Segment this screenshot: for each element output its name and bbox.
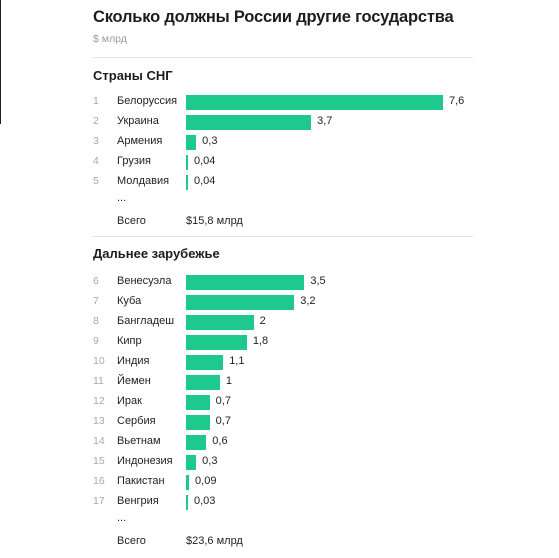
row-rank: 2: [93, 115, 99, 127]
row-rank: 4: [93, 155, 99, 167]
country-label: Украина: [117, 115, 159, 127]
country-label: Венгрия: [117, 495, 159, 507]
row-rank: 12: [93, 395, 105, 407]
row-rank: 8: [93, 315, 99, 327]
section-divider: [93, 236, 473, 237]
bar: [186, 114, 312, 130]
bar: [186, 474, 190, 490]
row-rank: 5: [93, 175, 99, 187]
value-label: 1: [225, 375, 232, 387]
bar: [186, 414, 210, 430]
bar: [186, 174, 188, 190]
total-value: $15,8 млрд: [186, 215, 243, 227]
row-rank: 11: [93, 375, 104, 387]
country-label: Бангладеш: [117, 315, 175, 327]
bar: [186, 294, 295, 310]
left-edge-line: [0, 0, 1, 124]
row-rank: 13: [93, 415, 105, 427]
country-label: Ирак: [117, 395, 142, 407]
section-divider: [93, 57, 473, 58]
chart-subtitle: $ млрд: [93, 33, 127, 45]
total-value: $23,6 млрд: [186, 535, 243, 547]
value-label: 3,7: [317, 115, 333, 127]
row-rank: 10: [93, 355, 105, 367]
value-label: 0,3: [202, 135, 218, 147]
value-label: 0,04: [194, 155, 216, 167]
value-label: 3,5: [310, 275, 326, 287]
ellipsis: ...: [117, 192, 127, 204]
bar: [186, 134, 197, 150]
country-label: Армения: [117, 135, 163, 147]
row-rank: 1: [93, 95, 99, 107]
value-label: 0,7: [215, 415, 231, 427]
bar: [186, 494, 188, 510]
bar: [186, 94, 443, 110]
bar: [186, 394, 210, 410]
country-label: Индия: [117, 355, 150, 367]
section-title: Дальнее зарубежье: [93, 246, 220, 261]
total-label: Всего: [117, 535, 146, 547]
country-label: Сербия: [117, 415, 156, 427]
bar: [186, 334, 247, 350]
value-label: 0,6: [212, 435, 228, 447]
value-label: 0,09: [195, 475, 217, 487]
country-label: Индонезия: [117, 455, 173, 467]
country-label: Молдавия: [117, 175, 170, 187]
bar: [186, 454, 197, 470]
value-label: 3,2: [300, 295, 316, 307]
value-label: 1,8: [252, 335, 269, 347]
value-label: 1,1: [229, 355, 245, 367]
value-label: 0,03: [194, 495, 216, 507]
row-rank: 16: [93, 475, 105, 487]
bar: [186, 374, 220, 390]
section-title: Страны СНГ: [93, 68, 173, 83]
row-rank: 14: [93, 435, 105, 447]
value-label: 0,3: [202, 455, 218, 467]
value-label: 0,7: [215, 395, 231, 407]
row-rank: 15: [93, 455, 105, 467]
country-label: Йемен: [117, 375, 151, 387]
value-label: 7,6: [449, 95, 465, 107]
bar: [186, 274, 305, 290]
bar: [186, 354, 224, 370]
row-rank: 17: [93, 495, 105, 507]
row-rank: 3: [93, 135, 99, 147]
country-label: Пакистан: [117, 475, 165, 487]
chart-title: Сколько должны России другие государства: [93, 8, 454, 26]
row-rank: 6: [93, 275, 99, 287]
country-label: Кипр: [117, 335, 142, 347]
ellipsis: ...: [117, 512, 127, 524]
bar: [186, 434, 207, 450]
country-label: Куба: [117, 295, 142, 307]
value-label: 0,04: [194, 175, 216, 187]
value-label: 2: [259, 315, 266, 327]
bar: [186, 154, 188, 170]
country-label: Грузия: [117, 155, 151, 167]
row-rank: 9: [93, 335, 99, 347]
country-label: Венесуэла: [117, 275, 172, 287]
country-label: Белоруссия: [117, 95, 178, 107]
total-label: Всего: [117, 215, 146, 227]
row-rank: 7: [93, 295, 99, 307]
bar: [186, 314, 254, 330]
country-label: Вьетнам: [117, 435, 161, 447]
